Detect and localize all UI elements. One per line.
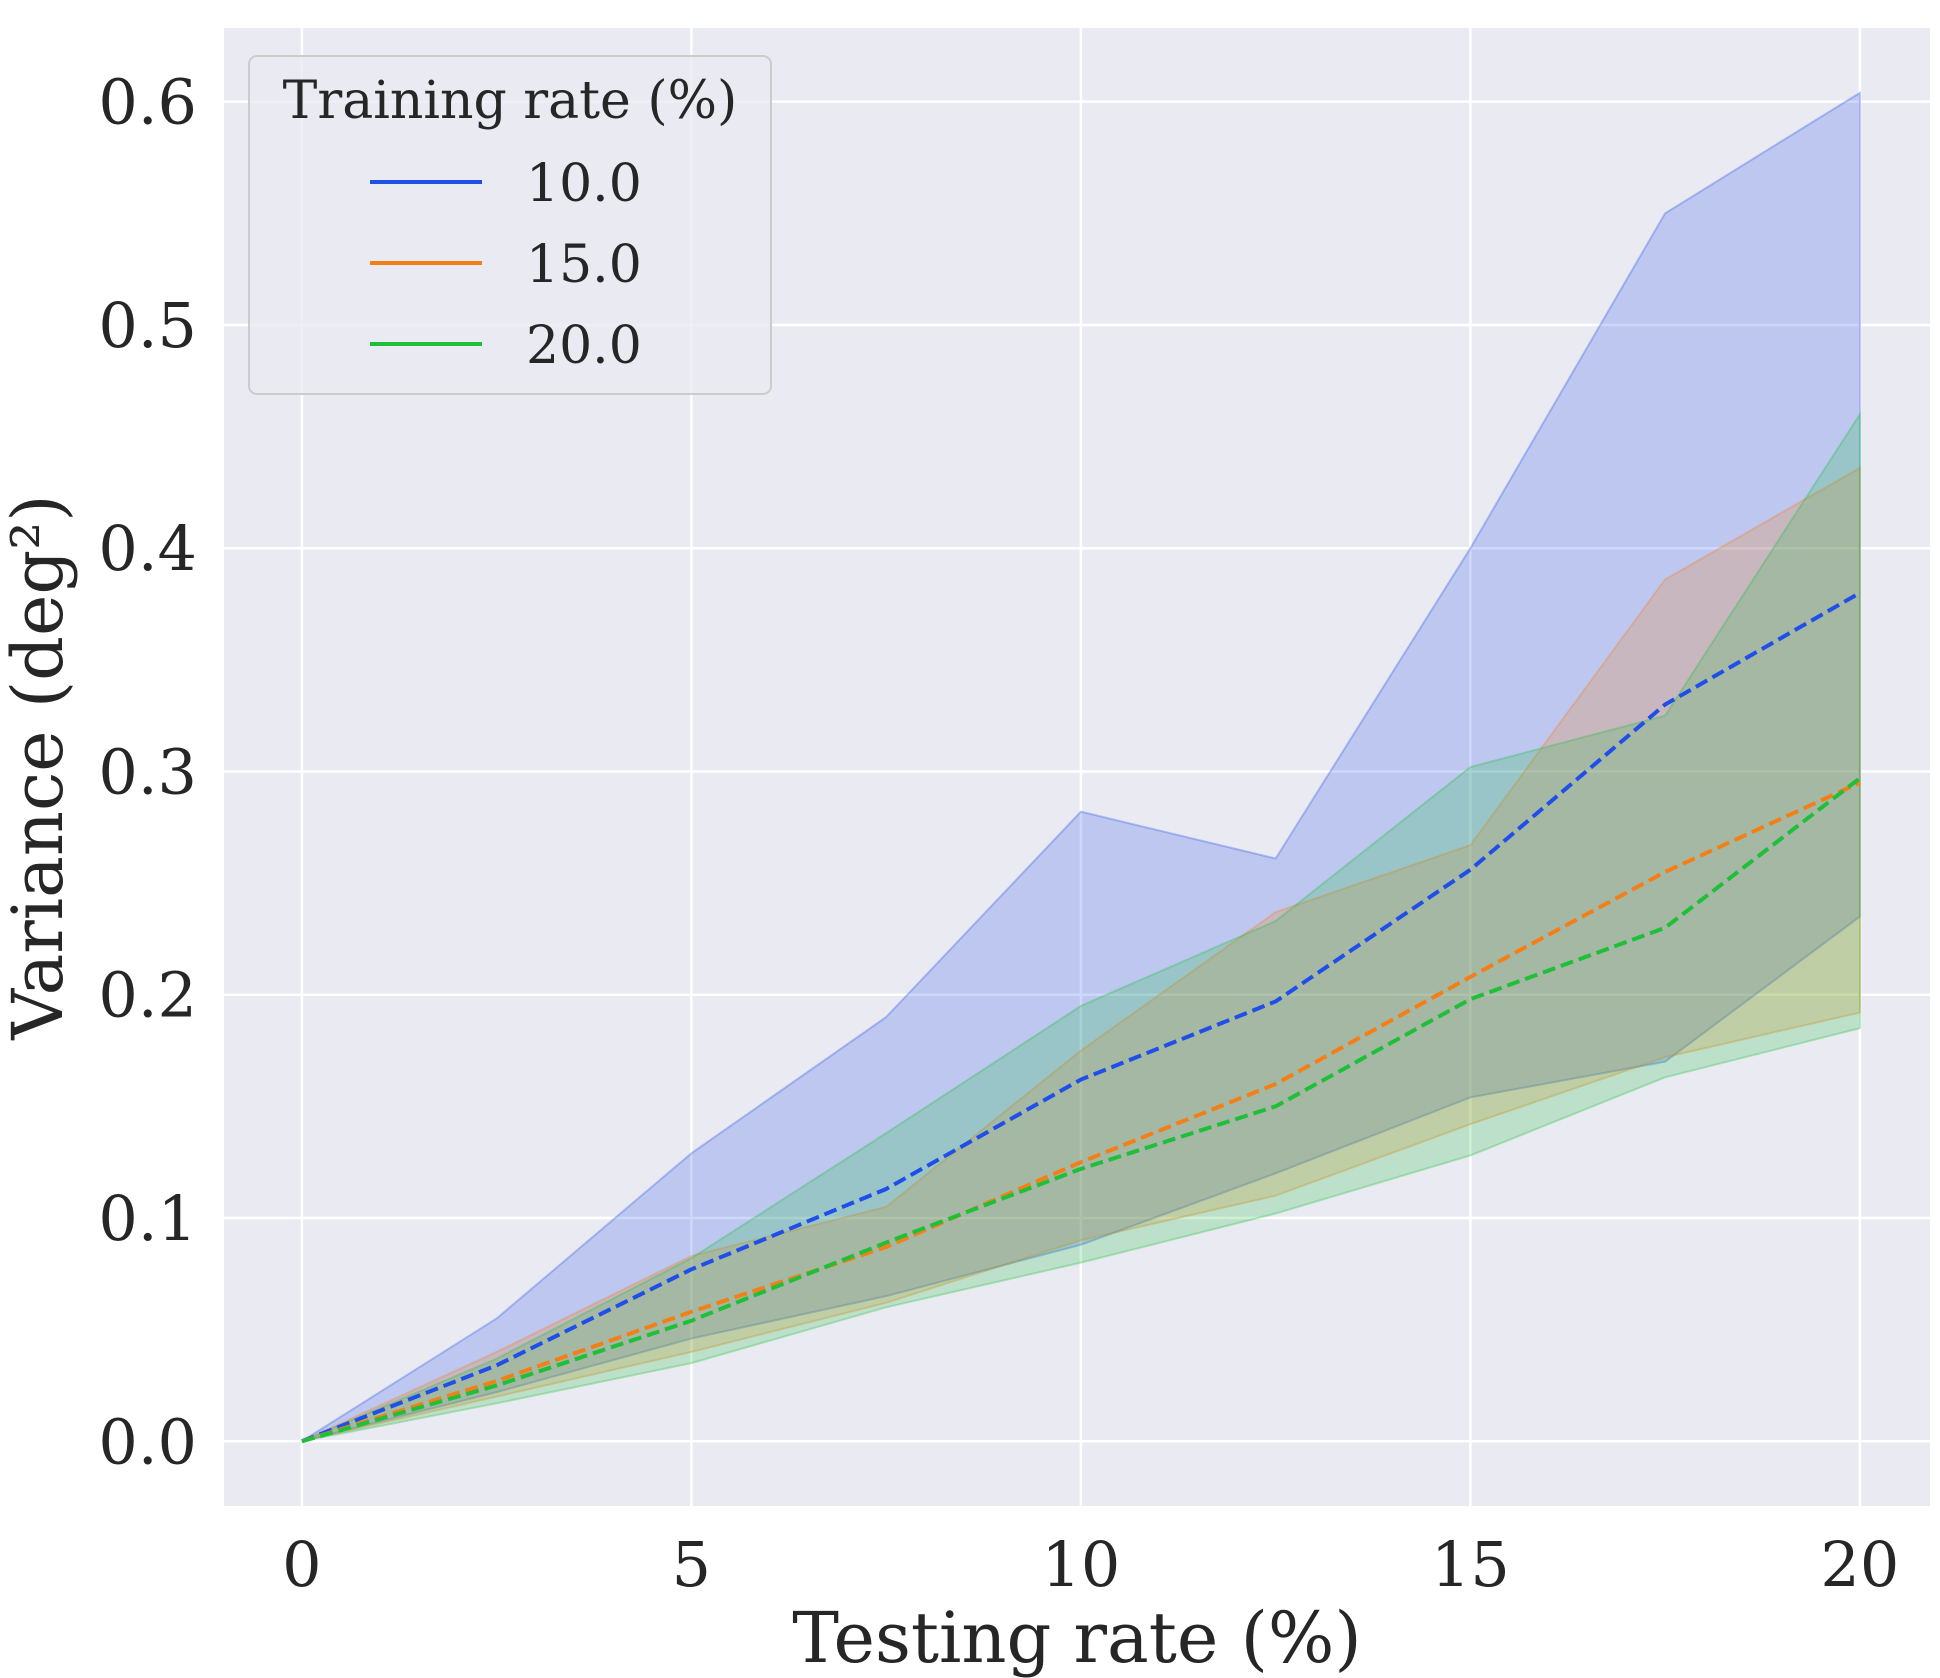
x-tick-label-15: 15 — [1431, 1528, 1510, 1601]
y-tick-label-0.5: 0.5 — [98, 289, 197, 362]
x-tick-labels: 0 5 10 15 20 — [282, 1528, 1899, 1601]
x-axis-label: Testing rate (%) — [792, 1597, 1361, 1678]
x-tick-label-0: 0 — [282, 1528, 321, 1601]
y-tick-labels: 0.0 0.1 0.2 0.3 0.4 0.5 0.6 — [98, 66, 197, 1479]
legend-frame — [248, 55, 772, 395]
confidence-bands — [301, 90, 1861, 1443]
y-axis-label: Variance (deg²) — [0, 494, 79, 1040]
grid — [224, 28, 1930, 1506]
legend: Training rate (%) 10.0 15.0 20.0 — [248, 55, 772, 395]
y-tick-label-0.4: 0.4 — [98, 512, 197, 585]
band-10.0 — [301, 90, 1861, 1443]
legend-label-10.0: 10.0 — [526, 154, 642, 214]
band-15.0 — [301, 466, 1861, 1443]
y-tick-label-0.3: 0.3 — [98, 735, 197, 808]
y-tick-label-0.6: 0.6 — [98, 66, 197, 139]
y-tick-label-0.2: 0.2 — [98, 959, 197, 1032]
x-tick-label-5: 5 — [672, 1528, 711, 1601]
x-tick-label-20: 20 — [1820, 1528, 1899, 1601]
legend-title: Training rate (%) — [283, 71, 738, 131]
band-20.0 — [301, 410, 1861, 1443]
legend-label-20.0: 20.0 — [526, 316, 642, 376]
y-tick-label-0.1: 0.1 — [98, 1182, 197, 1255]
series-lines — [301, 591, 1862, 1444]
y-tick-label-0.0: 0.0 — [98, 1405, 197, 1478]
legend-entries: 10.0 15.0 20.0 — [370, 154, 642, 376]
legend-label-15.0: 15.0 — [526, 235, 642, 295]
x-tick-label-10: 10 — [1041, 1528, 1120, 1601]
